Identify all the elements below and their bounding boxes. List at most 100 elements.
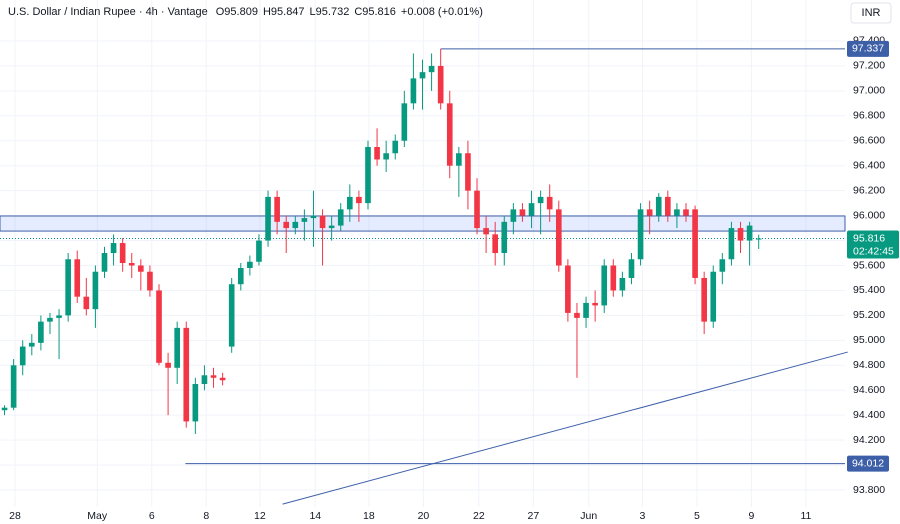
candle-body bbox=[392, 140, 399, 154]
candle-body bbox=[492, 234, 499, 254]
candle-body bbox=[201, 375, 208, 385]
y-tick-label: 95.400 bbox=[853, 284, 885, 296]
currency-label[interactable]: INR bbox=[862, 7, 881, 19]
candle-body bbox=[292, 221, 299, 229]
candle-body bbox=[592, 302, 598, 306]
last-price-tag bbox=[847, 230, 899, 259]
candle-body bbox=[101, 253, 108, 272]
candle-body bbox=[138, 265, 144, 272]
candle-body bbox=[192, 384, 199, 422]
candle-body bbox=[619, 277, 626, 291]
y-tick-label: 94.200 bbox=[853, 434, 885, 446]
candle-body bbox=[283, 221, 290, 229]
candle-body bbox=[746, 225, 753, 241]
candle-body bbox=[256, 240, 262, 262]
y-tick-label: 96.200 bbox=[853, 184, 885, 196]
candle-body bbox=[546, 196, 553, 210]
candle-body bbox=[319, 215, 326, 229]
y-tick-label: 95.200 bbox=[853, 309, 885, 321]
y-tick-label: 95.600 bbox=[853, 259, 885, 271]
candle-body bbox=[337, 209, 344, 226]
candle-body bbox=[228, 284, 235, 347]
y-tick-label: 97.200 bbox=[853, 60, 885, 72]
candle-body bbox=[510, 209, 517, 222]
candle-body bbox=[10, 365, 17, 408]
candle-body bbox=[92, 271, 99, 310]
currency-button[interactable] bbox=[850, 2, 892, 24]
header-change: +0.008 (+0.01%) bbox=[401, 6, 483, 18]
candle-body bbox=[474, 190, 480, 229]
candle-body bbox=[83, 296, 90, 310]
x-tick-label: 9 bbox=[748, 510, 754, 522]
candle-body bbox=[719, 259, 726, 272]
candle-body bbox=[47, 317, 53, 322]
candle-body bbox=[692, 209, 698, 278]
last-price-label: 95.816 bbox=[853, 232, 885, 244]
price-tag bbox=[847, 455, 889, 472]
x-tick-label: 22 bbox=[473, 510, 485, 522]
candle-body bbox=[537, 196, 544, 204]
candle-body bbox=[210, 375, 217, 378]
candle-body bbox=[710, 271, 717, 322]
price-tag-label: 94.012 bbox=[852, 457, 884, 469]
candle-body bbox=[637, 209, 644, 260]
candle-body bbox=[346, 196, 353, 210]
candle-body bbox=[583, 302, 589, 318]
candle-body bbox=[655, 196, 662, 216]
x-tick-label: 28 bbox=[9, 510, 21, 522]
candle-body bbox=[528, 203, 535, 216]
candle-body bbox=[610, 265, 617, 291]
candle-body bbox=[410, 78, 417, 104]
candle-body bbox=[601, 265, 608, 306]
candle-body bbox=[1, 407, 8, 411]
candle-body bbox=[156, 290, 162, 363]
candle-body bbox=[219, 377, 226, 381]
x-tick-label: 14 bbox=[309, 510, 321, 522]
x-tick-label: 18 bbox=[363, 510, 375, 522]
candle-body bbox=[465, 153, 471, 191]
candle-body bbox=[383, 153, 389, 160]
countdown: 02:42:45 bbox=[853, 245, 894, 257]
x-tick-label: 20 bbox=[418, 510, 430, 522]
drawings bbox=[0, 48, 848, 505]
candle-body bbox=[755, 238, 762, 240]
zone bbox=[0, 215, 846, 232]
candle-body bbox=[38, 321, 44, 343]
candle-body bbox=[446, 103, 453, 166]
price-tag-label: 97.337 bbox=[852, 43, 884, 55]
x-tick-label: Jun bbox=[580, 510, 597, 522]
x-tick-label: May bbox=[87, 510, 108, 522]
candle-body bbox=[301, 218, 308, 222]
x-tick-label: 27 bbox=[528, 510, 540, 522]
header-symbol: U.S. Dollar / Indian Rupee · 4h · Vantag… bbox=[8, 6, 208, 18]
candle-body bbox=[683, 209, 689, 216]
candle-body bbox=[428, 65, 435, 73]
x-tick-label: 12 bbox=[254, 510, 266, 522]
candle-body bbox=[28, 342, 35, 347]
candle-body bbox=[456, 153, 462, 166]
candle-body bbox=[328, 225, 335, 229]
candle-body bbox=[701, 277, 707, 322]
candle-body bbox=[56, 315, 62, 318]
candle-body bbox=[483, 228, 489, 235]
header-high: H95.847 bbox=[263, 6, 305, 18]
candle-body bbox=[437, 65, 444, 104]
candle-body bbox=[628, 259, 635, 278]
x-tick-label: 3 bbox=[639, 510, 645, 522]
header-low: L95.732 bbox=[310, 6, 350, 18]
candle-body bbox=[728, 228, 735, 260]
candle-body bbox=[574, 312, 580, 318]
y-tick-label: 94.600 bbox=[853, 384, 885, 396]
trendline bbox=[282, 351, 848, 505]
candle-body bbox=[265, 196, 271, 241]
candle-body bbox=[419, 72, 426, 79]
candle-body bbox=[674, 209, 680, 216]
y-tick-label: 95.000 bbox=[853, 334, 885, 346]
y-tick-label: 94.400 bbox=[853, 409, 885, 421]
candle-body bbox=[183, 327, 190, 422]
y-tick-label: 96.600 bbox=[853, 135, 885, 147]
x-tick-label: 11 bbox=[800, 510, 811, 522]
candle-body bbox=[737, 228, 744, 241]
